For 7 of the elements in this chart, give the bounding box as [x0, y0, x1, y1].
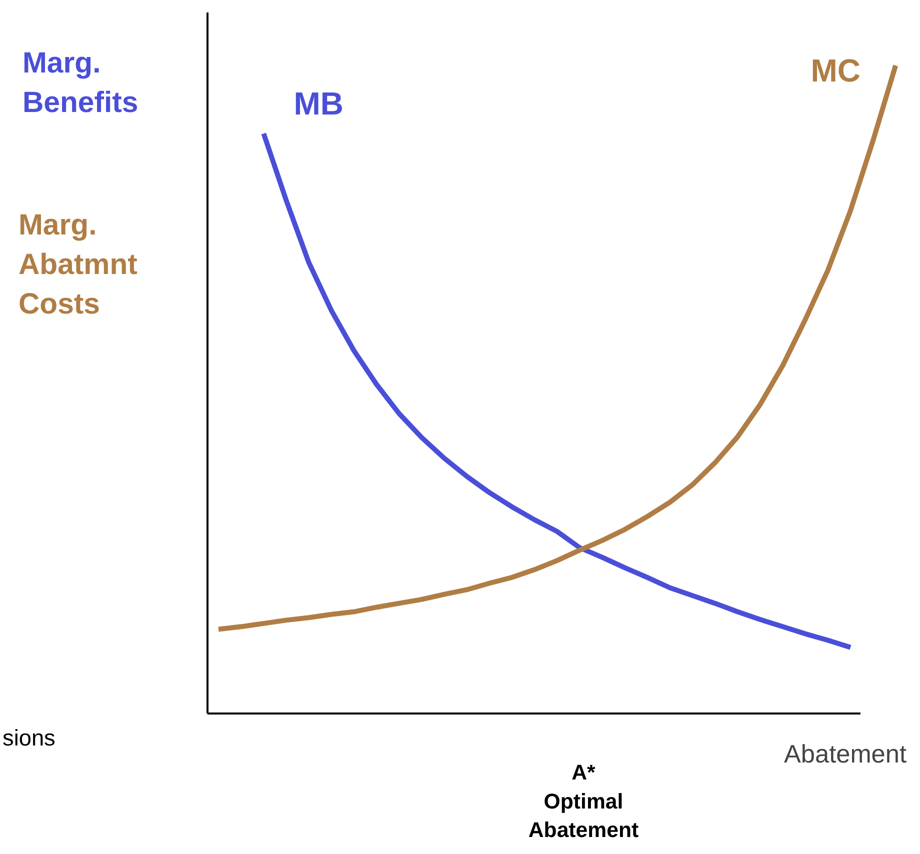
series-label: MB — [294, 86, 344, 122]
x-axis-title: Abatement — [784, 740, 906, 768]
text: A* Optimal Abatement — [528, 760, 639, 842]
text: Marg. Benefits — [22, 46, 138, 120]
series-label: MC — [810, 52, 860, 88]
text: Marg. Abatmnt Costs — [18, 208, 138, 321]
text: sions — [2, 724, 56, 750]
